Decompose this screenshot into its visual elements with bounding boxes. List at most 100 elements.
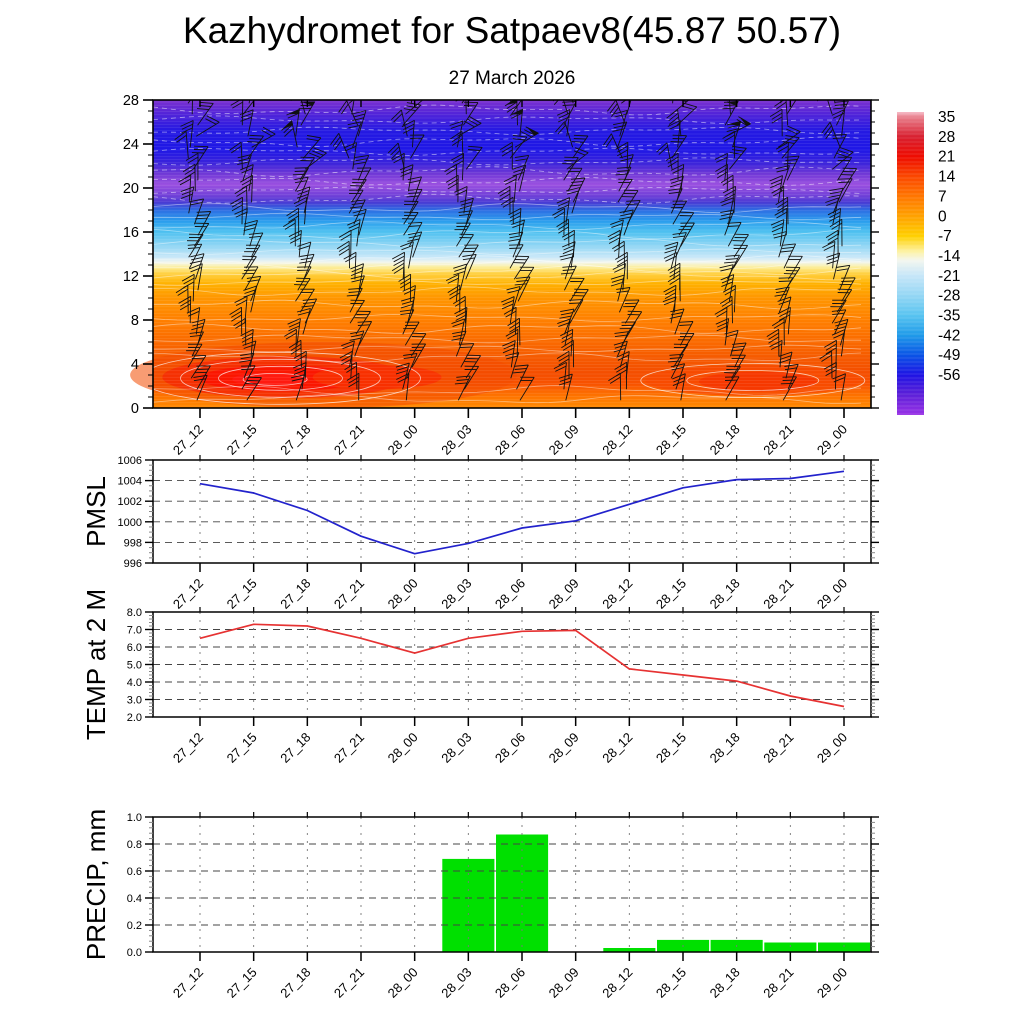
x-tick-label: 27_18 xyxy=(277,965,313,1001)
x-tick-label: 27_15 xyxy=(224,730,260,766)
x-tick-label: 28_15 xyxy=(653,730,689,766)
y-tick-label: 0.8 xyxy=(127,839,142,851)
x-tick-label: 28_18 xyxy=(707,422,743,458)
x-tick-label: 27_21 xyxy=(331,422,367,458)
x-tick-label: 28_15 xyxy=(653,422,689,458)
contour xyxy=(153,176,862,186)
x-tick-label: 28_18 xyxy=(707,576,743,612)
x-tick-label: 28_12 xyxy=(599,965,635,1001)
x-tick-label: 27_15 xyxy=(224,576,260,612)
contour xyxy=(153,136,862,147)
barb-flag xyxy=(740,117,752,127)
barb-flag xyxy=(516,91,527,95)
axis-title: PMSL xyxy=(81,476,111,547)
y-tick-label: 8.0 xyxy=(127,607,142,619)
contour-ring xyxy=(686,370,820,391)
y-tick-label: 7.0 xyxy=(127,625,142,637)
contour xyxy=(153,259,862,271)
x-tick-label: 28_09 xyxy=(546,965,582,1001)
x-tick-label: 27_15 xyxy=(224,965,260,1001)
contour xyxy=(153,265,862,276)
x-tick-label: 28_03 xyxy=(438,576,474,612)
colorbar-tick-label: -28 xyxy=(938,288,960,305)
x-tick-label: 29_00 xyxy=(814,422,850,458)
precip-panel: 0.0 0.2 0.4 0.6 0.8 1.0 27_12 27_15 27_18 27_21 28… xyxy=(81,809,879,1001)
x-tick-label: 28_06 xyxy=(492,730,528,766)
x-tick-label: 28_21 xyxy=(760,422,796,458)
colorbar-tick-label: -14 xyxy=(938,248,961,265)
contour xyxy=(153,248,862,255)
temp-2m-panel: 2.0 3.0 4.0 5.0 6.0 7.0 8.0 27_12 27_15 27_18 27_2… xyxy=(81,589,879,766)
y-tick-label: 1.0 xyxy=(127,812,142,824)
y-tick-label: 3.0 xyxy=(127,695,142,707)
y-tick-label: 1000 xyxy=(118,517,142,529)
contour xyxy=(153,385,862,396)
colorbar-tick-label: -42 xyxy=(938,327,960,344)
panel-border xyxy=(152,816,872,953)
y-tick-label: 6.0 xyxy=(127,642,142,654)
x-tick-label: 27_12 xyxy=(170,422,206,458)
x-tick-label: 28_09 xyxy=(546,422,582,458)
colorbar-tick-label: -49 xyxy=(938,347,960,364)
colorbar-tick-label: 14 xyxy=(938,169,956,186)
barb-flag xyxy=(303,101,316,106)
x-tick-label: 28_00 xyxy=(385,730,421,766)
contour xyxy=(153,104,862,116)
x-tick-label: 28_00 xyxy=(385,422,421,458)
contour-ring xyxy=(218,365,343,391)
y-tick-label: 4 xyxy=(131,357,139,373)
x-tick-label: 28_06 xyxy=(492,422,528,458)
x-tick-label: 28_18 xyxy=(707,965,743,1001)
colorbar-gradient xyxy=(897,112,924,415)
colorbar: 35 28 21 14 7 0 -7 -14 -21 -28 -35 -42 -49 -56 xyxy=(897,109,961,415)
y-tick-label: 1006 xyxy=(118,455,142,467)
contour xyxy=(153,212,862,221)
x-tick-label: 27_12 xyxy=(170,730,206,766)
precip-bar xyxy=(764,942,817,952)
contour xyxy=(153,334,862,344)
x-tick-label: 28_12 xyxy=(599,730,635,766)
precip-bar xyxy=(603,948,656,952)
contour-ring xyxy=(153,351,421,405)
y-tick-label: 5.0 xyxy=(127,660,142,672)
x-tick-label: 29_00 xyxy=(814,965,850,1001)
colorbar-tick-label: -7 xyxy=(938,228,952,245)
contour-ring xyxy=(640,363,866,398)
colorbar-tick-label: 0 xyxy=(938,208,947,225)
x-tick-label: 27_21 xyxy=(331,576,367,612)
panel-border xyxy=(152,459,872,564)
page-title: Kazhydromet for Satpaev8(45.87 50.57) xyxy=(182,10,842,51)
contour xyxy=(153,186,862,194)
y-tick-label: 0.4 xyxy=(127,893,142,905)
y-tick-label: 16 xyxy=(123,225,139,241)
y-tick-label: 0 xyxy=(131,401,139,417)
x-tick-label: 27_12 xyxy=(170,965,206,1001)
y-tick-label: 0.6 xyxy=(127,866,142,878)
x-tick-label: 28_06 xyxy=(492,965,528,1001)
x-tick-label: 28_21 xyxy=(760,730,796,766)
contour xyxy=(153,271,862,281)
contour xyxy=(153,279,862,286)
y-tick-label: 1004 xyxy=(118,476,142,488)
precip-bar xyxy=(818,942,871,952)
x-tick-label: 28_09 xyxy=(546,576,582,612)
cross-section-panel: 0 4 8 12 16 20 24 28 27_12 27_15 27_18 27_21 28_00 28… xyxy=(123,91,879,458)
contour xyxy=(153,238,862,248)
x-tick-label: 28_09 xyxy=(546,730,582,766)
x-tick-label: 27_18 xyxy=(277,730,313,766)
colorbar-tick-label: -56 xyxy=(938,367,960,384)
x-tick-label: 28_00 xyxy=(385,576,421,612)
x-tick-label: 28_15 xyxy=(653,965,689,1001)
y-tick-label: 20 xyxy=(123,181,139,197)
axis-title: PRECIP, mm xyxy=(81,809,111,960)
contour xyxy=(153,147,862,156)
x-tick-label: 28_03 xyxy=(438,730,474,766)
x-tick-label: 28_18 xyxy=(707,730,743,766)
y-tick-label: 8 xyxy=(131,313,139,329)
barb-flag xyxy=(289,108,300,115)
y-tick-label: 998 xyxy=(124,537,142,549)
colorbar-tick-label: -21 xyxy=(938,268,960,285)
x-tick-label: 28_15 xyxy=(653,576,689,612)
x-tick-label: 28_12 xyxy=(599,422,635,458)
